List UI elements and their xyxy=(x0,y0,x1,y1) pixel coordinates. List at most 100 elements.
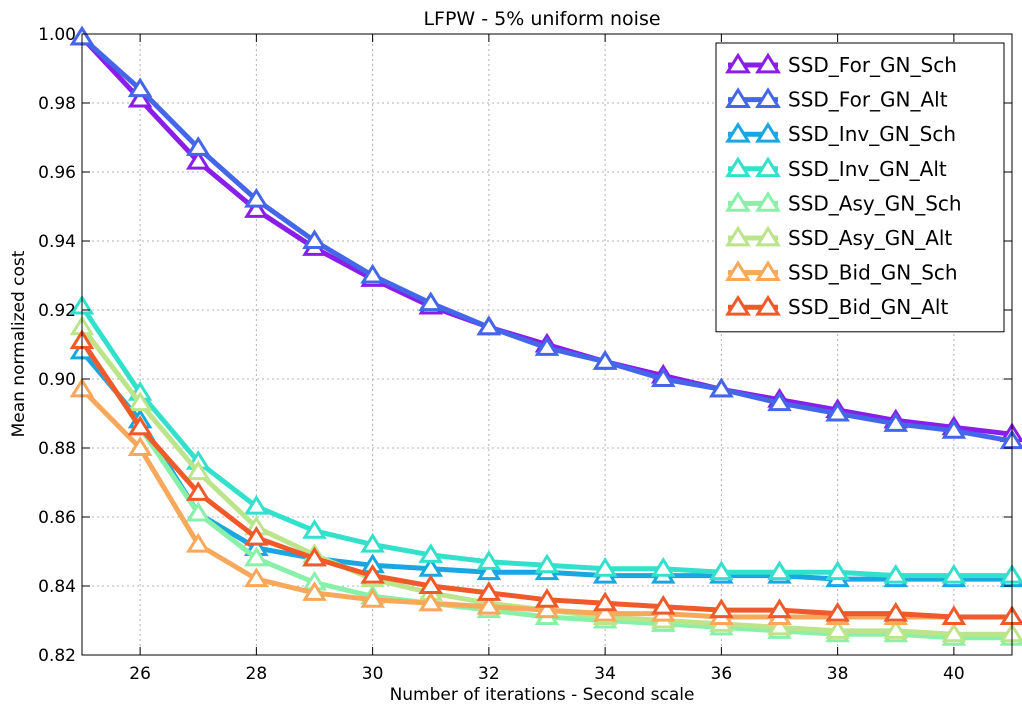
y-tick-label: 1.00 xyxy=(38,25,76,45)
data-point xyxy=(244,567,269,588)
data-point xyxy=(185,149,211,170)
data-point xyxy=(767,615,792,636)
data-point xyxy=(534,588,560,608)
series-line xyxy=(80,349,1012,582)
legend-entry: SSD_Inv_GN_Sch xyxy=(725,121,956,146)
data-point xyxy=(883,601,909,622)
legend-marker xyxy=(725,52,751,74)
legend-entry: SSD_For_GN_Alt xyxy=(725,87,948,112)
legend-entry: SSD_Inv_GN_Alt xyxy=(725,156,947,181)
x-tick-label: 32 xyxy=(478,664,500,684)
data-point xyxy=(941,418,967,439)
x-tick-label: 40 xyxy=(943,664,965,684)
data-point xyxy=(476,560,502,581)
data-point xyxy=(767,560,792,581)
data-point xyxy=(418,543,444,563)
y-tick-label: 0.90 xyxy=(38,370,76,390)
legend-marker xyxy=(725,87,751,108)
data-point xyxy=(244,525,269,546)
data-point xyxy=(534,598,560,619)
data-point xyxy=(825,401,850,422)
data-point xyxy=(418,591,444,612)
data-point xyxy=(302,546,327,567)
data-point xyxy=(534,553,560,574)
data-point xyxy=(941,605,967,626)
legend-entry: SSD_Bid_GN_Sch xyxy=(725,260,958,285)
data-point xyxy=(418,291,444,312)
legend-marker xyxy=(725,156,751,178)
data-point xyxy=(941,563,967,584)
y-tick-label: 0.94 xyxy=(38,232,76,252)
legend-marker xyxy=(755,260,781,281)
series-line xyxy=(80,387,1012,620)
data-point xyxy=(476,550,502,570)
series-SSD_Bid_GN_Alt xyxy=(69,329,1022,626)
legend-label: SSD_Inv_GN_Alt xyxy=(788,157,947,181)
x-tick-label: 26 xyxy=(129,664,151,684)
data-point xyxy=(244,494,269,515)
legend-label: SSD_Asy_GN_Sch xyxy=(788,191,962,215)
data-point xyxy=(302,519,327,539)
plot-frame xyxy=(81,33,1013,656)
x-tick-label: 28 xyxy=(246,664,268,684)
legend-marker xyxy=(755,121,781,143)
legend-label: SSD_Bid_GN_Sch xyxy=(788,261,958,285)
data-point xyxy=(709,560,734,581)
y-tick-label: 0.92 xyxy=(38,301,76,321)
axis-ticks: 26 28 30 32 34 36 38 40 0.82 0.84 0.86 0.88 0.90 0.92… xyxy=(38,25,1012,684)
legend-marker xyxy=(725,121,751,143)
data-point xyxy=(302,229,327,249)
legend-label: SSD_For_GN_Sch xyxy=(788,53,957,77)
data-point xyxy=(185,481,211,501)
legend-entry: SSD_Asy_GN_Alt xyxy=(725,225,952,250)
data-point xyxy=(476,581,502,601)
data-point xyxy=(127,415,153,436)
legend-label: SSD_Inv_GN_Sch xyxy=(788,122,956,146)
y-tick-label: 0.88 xyxy=(38,439,76,459)
data-point xyxy=(709,598,734,619)
legend-label: SSD_Bid_GN_Alt xyxy=(788,295,948,319)
data-point xyxy=(302,581,327,601)
legend: SSD_For_GN_Sch SSD_For_GN_Alt SSD_Inv_GN_S… xyxy=(715,42,1005,333)
data-point xyxy=(534,336,560,356)
data-point xyxy=(592,591,618,612)
legend-marker xyxy=(755,191,781,212)
data-point xyxy=(767,598,792,619)
legend-entry: SSD_Asy_GN_Sch xyxy=(725,191,962,215)
legend-marker xyxy=(755,87,781,108)
data-point xyxy=(592,556,618,577)
legend-marker xyxy=(725,225,751,247)
data-point xyxy=(360,588,385,608)
x-tick-label: 38 xyxy=(827,664,849,684)
data-point xyxy=(185,460,211,481)
legend-marker xyxy=(755,294,781,316)
data-point xyxy=(127,77,153,98)
data-point xyxy=(360,532,385,553)
data-point xyxy=(592,349,618,370)
data-point xyxy=(476,594,502,615)
legend-label: SSD_For_GN_Alt xyxy=(788,88,948,112)
series-layer xyxy=(69,25,1022,646)
data-point xyxy=(360,263,385,284)
data-point xyxy=(883,412,909,432)
data-point xyxy=(825,560,850,581)
data-point xyxy=(650,556,676,577)
data-point xyxy=(185,136,211,156)
data-point xyxy=(127,87,153,108)
legend-marker xyxy=(755,225,781,247)
legend-entry: SSD_For_GN_Sch xyxy=(725,52,957,77)
legend-entry: SSD_Bid_GN_Alt xyxy=(725,294,948,319)
chart-title: LFPW - 5% uniform noise xyxy=(423,8,660,30)
legend-marker xyxy=(755,52,781,74)
y-tick-label: 0.86 xyxy=(38,508,76,528)
y-tick-label: 0.98 xyxy=(38,94,76,114)
data-point xyxy=(127,436,153,456)
data-point xyxy=(127,391,153,412)
series-SSD_For_GN_Alt xyxy=(69,25,1022,450)
x-tick-label: 30 xyxy=(362,664,384,684)
data-point xyxy=(709,377,734,398)
data-point xyxy=(883,563,909,584)
data-point xyxy=(825,619,850,639)
legend-marker xyxy=(755,156,781,178)
y-tick-label: 0.82 xyxy=(38,646,76,666)
